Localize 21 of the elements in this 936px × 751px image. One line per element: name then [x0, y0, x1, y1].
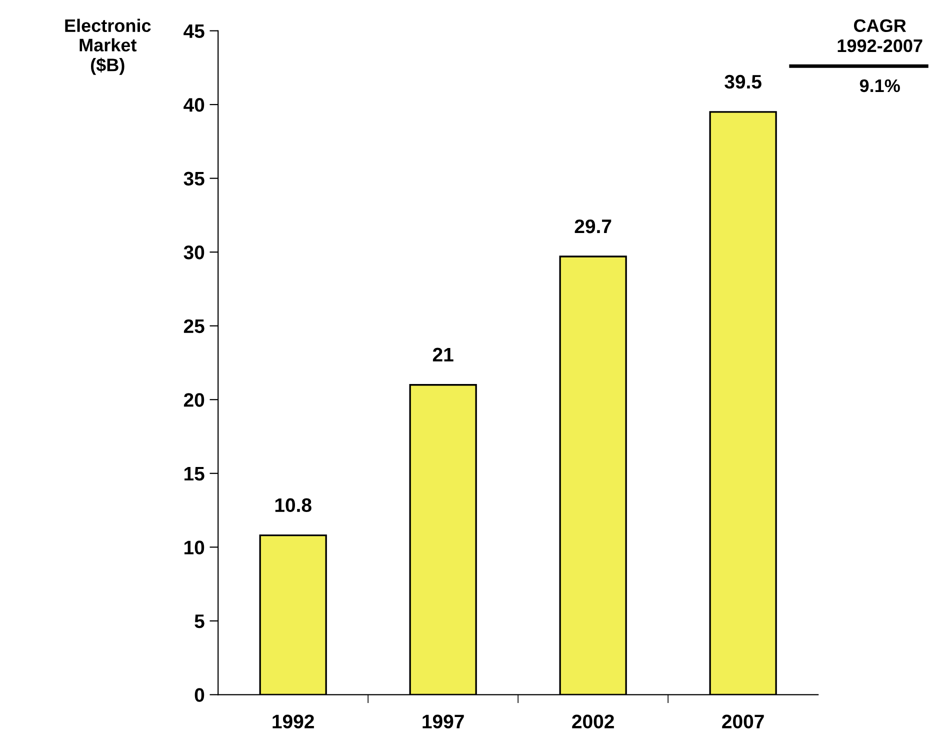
y-tick-label: 5	[194, 614, 204, 628]
y-tick-label: 45	[184, 24, 204, 38]
y-tick-label: 30	[184, 246, 204, 260]
y-tick-label: 40	[184, 98, 204, 112]
x-tick-label: 2007	[722, 714, 764, 728]
x-tick-label: 1997	[422, 714, 464, 728]
y-tick-label: 0	[194, 688, 204, 702]
y-tick-label: 20	[184, 393, 204, 407]
text: 9.1%	[860, 79, 900, 92]
y-axis-title: Electronic Market ($B)	[65, 18, 151, 75]
data-label: 39.5	[724, 74, 762, 89]
text: CAGR 1992-2007	[838, 19, 922, 52]
data-label: 21	[432, 348, 454, 362]
y-tick-label: 25	[184, 319, 204, 334]
y-tick-label: 15	[184, 467, 204, 481]
x-tick-label: 1992	[272, 714, 314, 728]
data-label: 29.7	[574, 219, 612, 234]
x-tick-label: 2002	[572, 714, 614, 728]
y-tick-label: 10	[184, 540, 204, 554]
data-label: 10.8	[275, 498, 312, 512]
y-tick-label: 35	[184, 172, 204, 186]
